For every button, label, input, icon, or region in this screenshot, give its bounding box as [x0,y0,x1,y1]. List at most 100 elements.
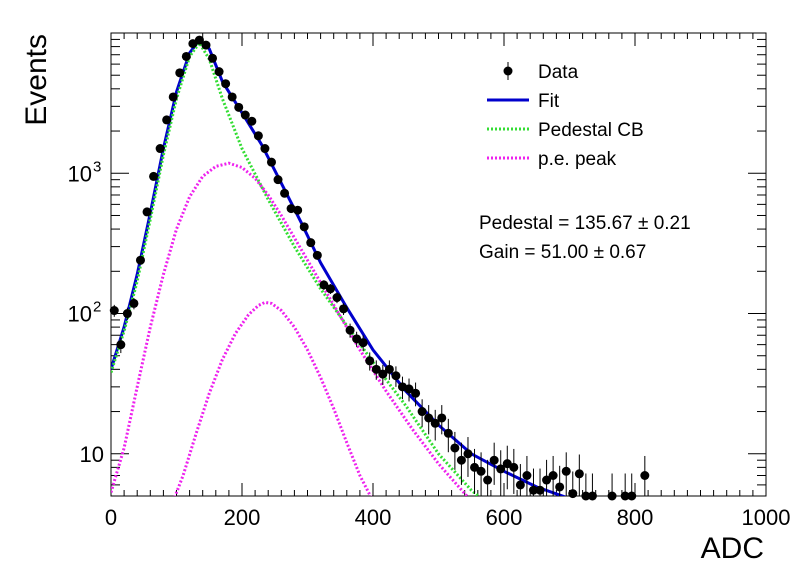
data-point [214,67,224,77]
data-point [371,360,381,380]
data-marker [280,188,290,198]
data-marker [581,491,591,501]
data-point [456,442,466,485]
data-marker [528,485,538,495]
data-marker [568,489,578,499]
data-marker [555,482,565,492]
data-marker [129,298,139,308]
data-point [496,450,506,496]
data-point [627,473,637,501]
data-marker [496,464,506,474]
data-point [168,92,178,102]
x-tick-label: 800 [617,505,654,530]
data-marker [299,222,309,232]
data-marker [260,144,270,154]
data-point [489,442,499,485]
data-point [181,51,191,61]
data-marker [561,466,571,476]
data-point [155,144,165,154]
data-point [116,337,126,354]
data-point [620,473,630,501]
data-point [424,405,434,435]
annotations: Pedestal = 135.67 ± 0.21 Gain = 51.00 ± 0… [479,213,691,263]
data-points [109,35,650,501]
data-point [568,471,578,499]
data-point [443,418,453,453]
data-marker [587,491,597,501]
data-point [332,292,342,304]
data-point [476,452,486,496]
data-point [312,250,322,260]
data-marker [227,92,237,102]
data-point [450,431,460,470]
data-point [555,465,565,496]
data-marker [627,491,637,501]
legend: Data Fit Pedestal CB p.e. peak [487,62,644,170]
data-marker [384,364,394,374]
data-point [306,238,316,248]
data-point [522,455,532,496]
x-tick-label: 0 [105,505,117,530]
legend-label: Data [538,62,579,83]
data-point [162,115,172,125]
data-marker [620,491,630,501]
data-marker [522,471,532,481]
data-marker [489,455,499,465]
data-point [227,92,237,102]
data-point [463,437,473,477]
y-tick-exponent: 3 [93,158,101,175]
data-point [561,452,571,496]
data-marker [175,68,185,78]
data-point [358,335,368,351]
data-point [411,382,421,407]
data-marker [443,428,453,438]
data-marker [463,449,473,459]
data-point [129,298,139,310]
data-point [607,473,617,501]
data-point [253,131,263,141]
data-marker [240,110,250,120]
y-axis-label: Events [20,34,53,126]
data-point [470,448,480,494]
data-point [194,35,204,45]
data-point [417,399,427,427]
data-point [109,304,119,317]
data-point [391,366,401,387]
data-marker [371,364,381,374]
data-marker [155,144,165,154]
data-marker [168,92,178,102]
data-marker [456,455,466,465]
data-point [280,188,290,198]
legend-marker [503,66,513,76]
data-point [640,455,650,496]
data-marker [483,475,493,485]
data-marker [332,293,342,303]
data-point [221,79,231,89]
data-marker [417,407,427,417]
data-point [319,280,329,290]
data-point [404,378,414,402]
data-point [273,175,283,185]
data-marker [437,413,447,423]
data-marker [253,131,263,141]
data-marker [273,175,283,185]
data-point [581,473,591,501]
data-marker [247,116,257,126]
data-marker [194,35,204,45]
data-marker [221,79,231,89]
curve-p-e-peak [111,161,469,496]
data-marker [266,157,276,167]
data-marker [214,67,224,77]
data-marker [181,51,191,61]
data-point [149,171,159,181]
data-marker [476,466,486,476]
data-marker [319,280,329,290]
data-point [345,323,355,338]
data-marker [430,418,440,428]
data-marker [450,443,460,453]
data-point [378,364,388,386]
data-point [240,110,250,120]
legend-entry: Data [503,62,579,83]
